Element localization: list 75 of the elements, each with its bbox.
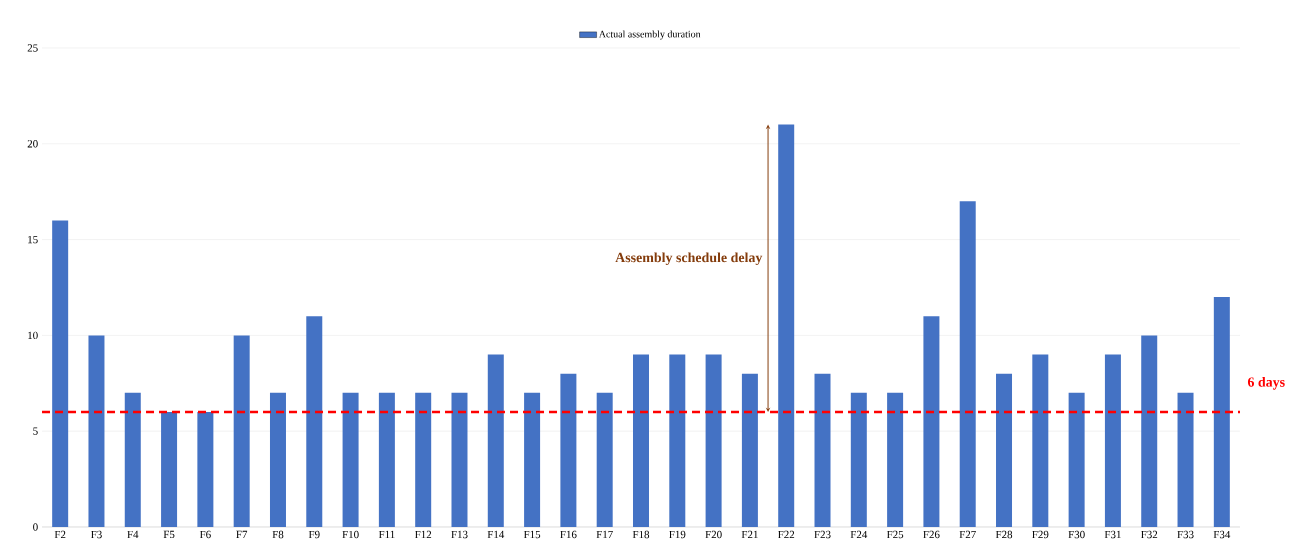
x-tick-label: F25 [886,530,904,539]
x-tick-label: F29 [1032,530,1049,539]
x-tick-label: F9 [308,530,320,539]
bar [1177,392,1194,527]
x-tick-label: F26 [923,530,940,539]
bar [887,392,904,527]
x-tick-label: F18 [632,530,650,539]
bar [1213,297,1230,527]
y-tick-label: 5 [33,427,38,435]
y-tick-label: 0 [33,523,38,531]
bar [596,392,613,527]
x-tick-label: F2 [54,530,66,539]
x-tick-label: F3 [90,530,102,539]
bar [741,373,758,527]
x-tick-label: F10 [342,530,359,539]
x-tick-label: F13 [451,530,468,539]
x-tick-label: F27 [959,530,976,539]
bar [778,124,795,527]
bar [52,220,69,527]
bar [705,354,722,527]
x-tick-label: F20 [705,530,722,539]
bar [996,373,1013,527]
bar [959,201,976,527]
bar [1104,354,1121,527]
x-tick-label: F17 [596,530,613,539]
x-tick-label: F14 [487,530,505,539]
x-tick-label: F4 [127,530,139,539]
x-tick-label: F22 [777,530,795,539]
bar [669,354,686,527]
bar [197,412,214,527]
bar [1032,354,1049,527]
x-tick-label: F19 [669,530,686,539]
x-tick-label: F7 [236,530,248,539]
legend-label: Actual assembly duration [598,30,701,40]
x-tick-label: F30 [1068,530,1085,539]
y-tick-label: 15 [28,235,38,244]
y-tick-label: 25 [27,44,38,52]
x-tick-label: F8 [272,530,284,539]
bar [633,354,649,527]
bar [850,392,867,527]
x-tick-label: F11 [378,530,395,539]
bar [124,392,141,527]
bar [161,412,178,527]
x-tick-label: F33 [1177,530,1194,539]
x-tick-label: F23 [814,530,831,539]
x-tick-label: F28 [995,530,1013,539]
bar [814,373,831,527]
bar [378,392,395,527]
bar [88,335,105,527]
x-tick-label: F16 [560,530,577,539]
annotation: Assembly schedule delay [615,252,763,266]
bar [415,392,432,527]
x-tick-label: F24 [850,530,868,539]
bar [451,392,468,527]
bar [269,392,286,527]
bar [923,316,940,527]
bar [306,316,323,527]
x-tick-label: F34 [1213,530,1231,539]
bar [342,392,359,527]
x-tick-label: F21 [741,530,758,539]
bar [1141,335,1158,527]
y-tick-label: 10 [28,331,38,340]
x-tick-label: F12 [414,530,432,539]
x-tick-label: F32 [1141,530,1158,539]
y-tick-label: 20 [27,140,38,148]
bar [560,373,577,527]
bar [524,392,541,527]
x-tick-label: F5 [163,530,175,539]
x-tick-label: F6 [199,530,211,539]
x-tick-label: F31 [1104,530,1121,539]
x-tick-label: F15 [523,530,541,539]
ref-line-label: 6 days [1247,376,1285,390]
bar [487,354,504,527]
bar [1068,392,1085,527]
bar [233,335,250,527]
